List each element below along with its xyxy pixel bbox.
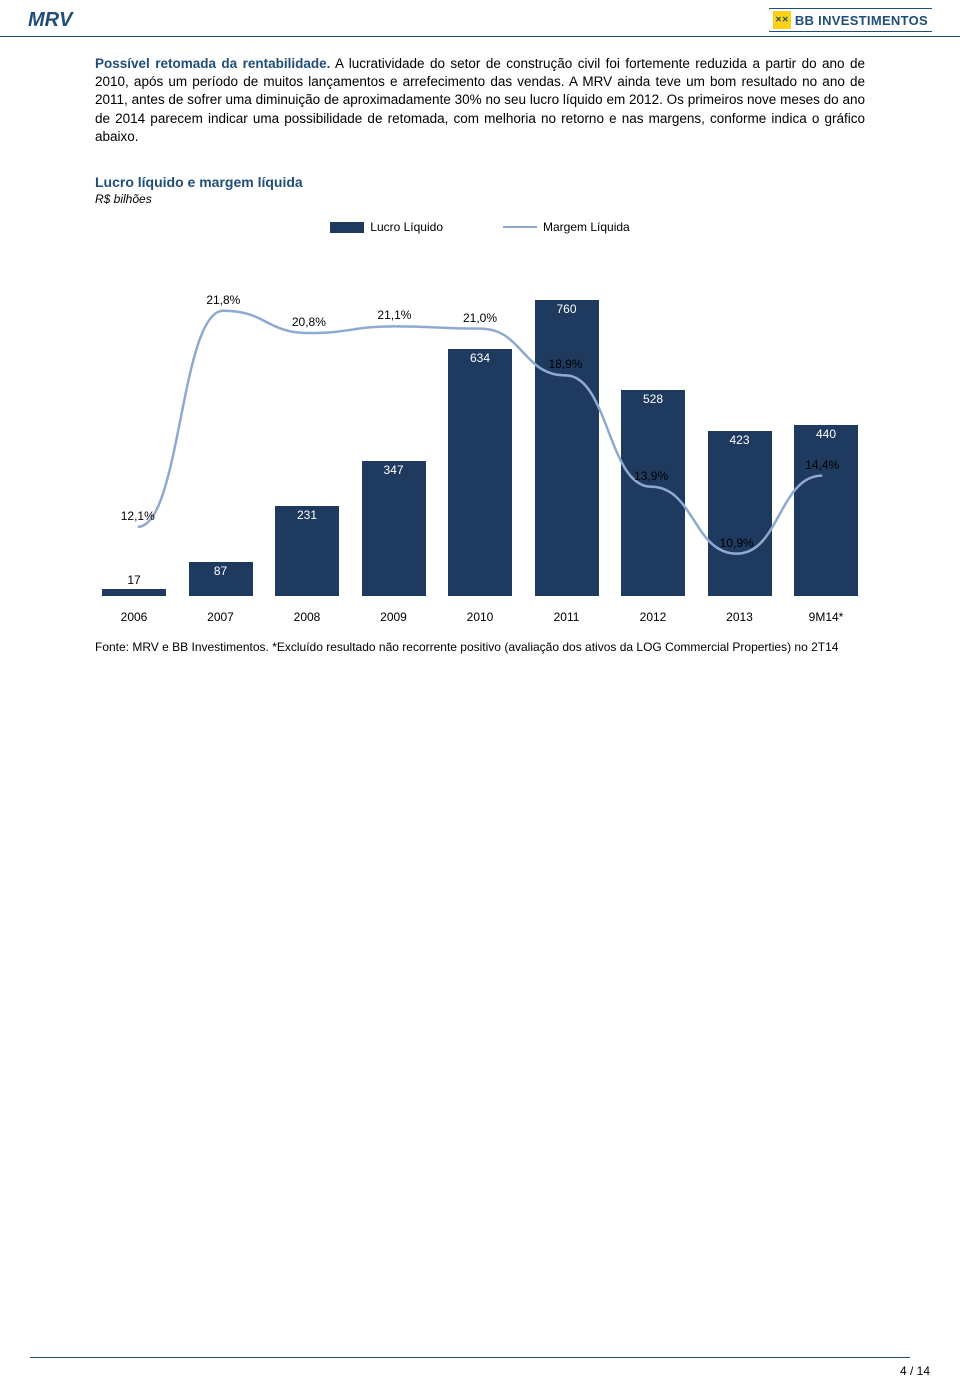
logo-prefix: BB [795, 13, 814, 28]
source-note: Fonte: MRV e BB Investimentos. *Excluído… [95, 640, 865, 656]
legend-item-bar: Lucro Líquido [330, 220, 443, 234]
logo-badge-icon: ✕✕ [773, 11, 791, 29]
x-axis-label: 2006 [97, 610, 171, 624]
x-axis-label: 9M14* [789, 610, 863, 624]
footer-divider [30, 1357, 910, 1358]
chart-title: Lucro líquido e margem líquida [95, 174, 865, 190]
legend-item-line: Margem Líquida [503, 220, 630, 234]
chart-legend: Lucro Líquido Margem Líquida [95, 220, 865, 234]
page-header: MRV ✕✕ BB INVESTIMENTOS [0, 0, 960, 37]
x-axis-label: 2007 [184, 610, 258, 624]
margin-pct-label: 13,9% [634, 469, 668, 483]
page-footer: 4 / 14 [900, 1364, 930, 1378]
main-paragraph: Possível retomada da rentabilidade. A lu… [95, 55, 865, 146]
x-axis-label: 2011 [530, 610, 604, 624]
para-lead: Possível retomada da rentabilidade. [95, 56, 330, 71]
chart-subtitle: R$ bilhões [95, 192, 865, 206]
content-body: Possível retomada da rentabilidade. A lu… [0, 37, 960, 656]
margin-pct-label: 21,8% [206, 293, 240, 307]
x-axis: 2006 2007 2008 2009 2010 2011 2012 2013 9M14* [95, 610, 865, 624]
margin-pct-label: 21,1% [377, 308, 411, 322]
header-title: MRV [28, 9, 72, 32]
legend-bar-label: Lucro Líquido [370, 220, 443, 234]
x-axis-label: 2013 [703, 610, 777, 624]
x-axis-label: 2009 [357, 610, 431, 624]
margin-pct-label: 12,1% [121, 509, 155, 523]
line-swatch-icon [503, 226, 537, 228]
margin-pct-label: 10,9% [720, 536, 754, 550]
legend-line-label: Margem Líquida [543, 220, 630, 234]
logo-text: BB INVESTIMENTOS [795, 13, 928, 28]
x-axis-label: 2008 [270, 610, 344, 624]
chart-area: 1787231347634760528423440 20062007200820… [95, 284, 865, 624]
page-number: 4 / 14 [900, 1364, 930, 1378]
margin-pct-label: 20,8% [292, 315, 326, 329]
margin-pct-label: 18,9% [549, 357, 583, 371]
margin-pct-label: 14,4% [805, 458, 839, 472]
margin-pct-label: 21,0% [463, 311, 497, 325]
x-axis-label: 2010 [443, 610, 517, 624]
bar-swatch-icon [330, 222, 364, 233]
x-axis-label: 2012 [616, 610, 690, 624]
header-logo: ✕✕ BB INVESTIMENTOS [769, 8, 932, 32]
logo-suffix: INVESTIMENTOS [818, 13, 928, 28]
